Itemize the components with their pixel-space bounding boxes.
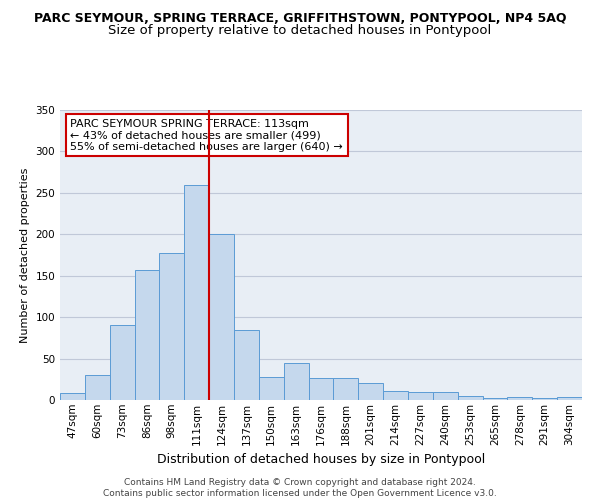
Bar — [284, 362, 308, 400]
Bar — [433, 392, 458, 400]
Bar — [383, 391, 408, 400]
Text: Contains HM Land Registry data © Crown copyright and database right 2024.
Contai: Contains HM Land Registry data © Crown c… — [103, 478, 497, 498]
Bar — [184, 184, 209, 400]
Bar — [85, 375, 110, 400]
Bar — [60, 394, 85, 400]
Bar — [358, 384, 383, 400]
Text: Size of property relative to detached houses in Pontypool: Size of property relative to detached ho… — [109, 24, 491, 37]
Bar — [482, 398, 508, 400]
Bar — [160, 252, 184, 400]
Text: PARC SEYMOUR, SPRING TERRACE, GRIFFITHSTOWN, PONTYPOOL, NP4 5AQ: PARC SEYMOUR, SPRING TERRACE, GRIFFITHST… — [34, 12, 566, 26]
Bar — [334, 378, 358, 400]
Bar — [532, 398, 557, 400]
Bar — [408, 392, 433, 400]
Bar — [458, 396, 482, 400]
Bar — [557, 396, 582, 400]
Y-axis label: Number of detached properties: Number of detached properties — [20, 168, 30, 342]
Bar — [508, 396, 532, 400]
X-axis label: Distribution of detached houses by size in Pontypool: Distribution of detached houses by size … — [157, 453, 485, 466]
Bar — [110, 326, 134, 400]
Bar — [209, 234, 234, 400]
Bar — [234, 330, 259, 400]
Bar — [259, 377, 284, 400]
Bar — [308, 378, 334, 400]
Bar — [134, 270, 160, 400]
Text: PARC SEYMOUR SPRING TERRACE: 113sqm
← 43% of detached houses are smaller (499)
5: PARC SEYMOUR SPRING TERRACE: 113sqm ← 43… — [70, 118, 343, 152]
